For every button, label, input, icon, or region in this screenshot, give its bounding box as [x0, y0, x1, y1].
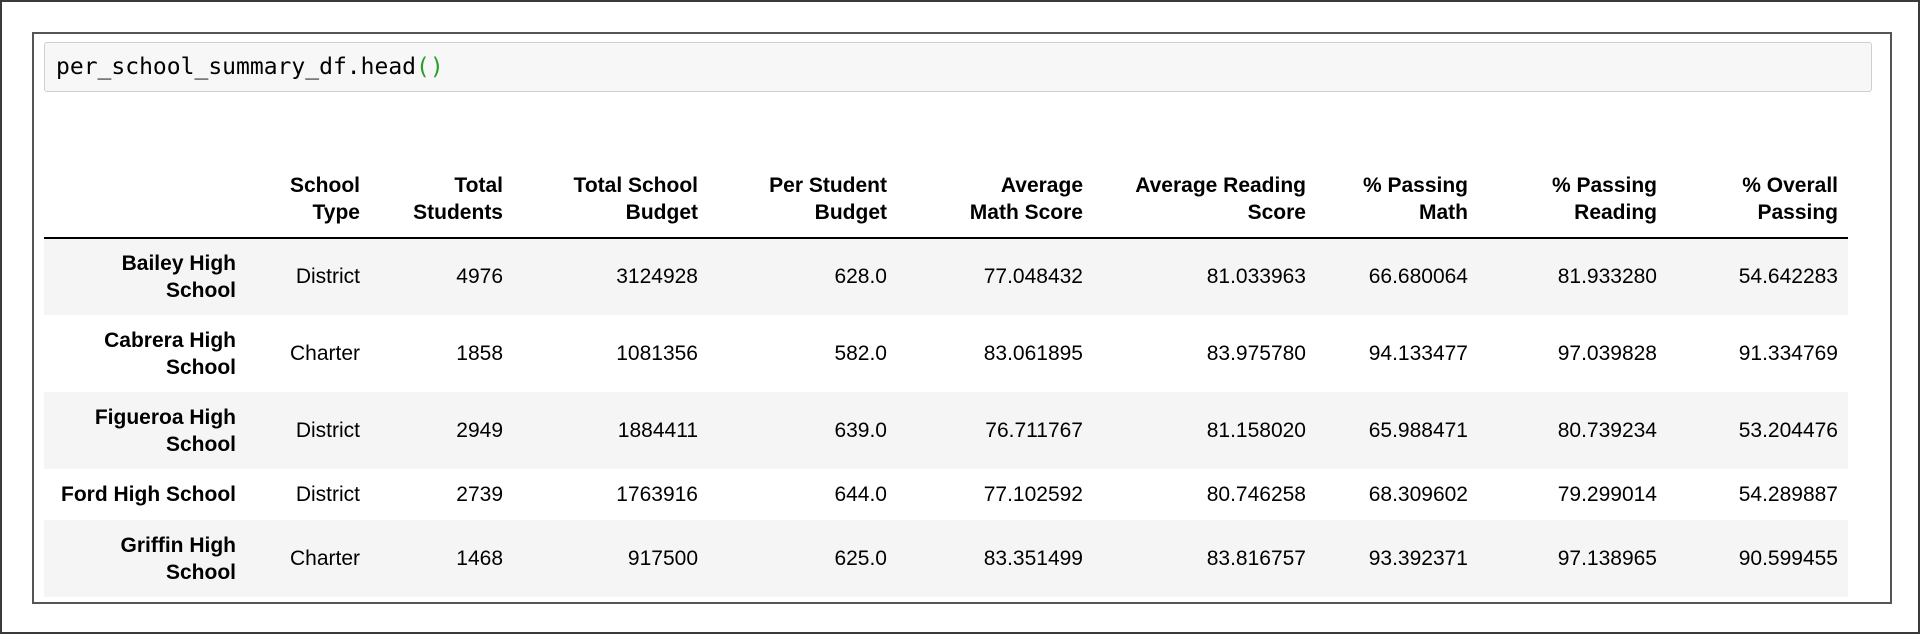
- cell-overall-passing: 54.289887: [1738, 482, 1838, 506]
- cell-total-school-budget: 1763916: [616, 482, 698, 506]
- cell-per-student-budget: 639.0: [834, 418, 887, 442]
- column-header-total-school-budget: Total School Budget: [513, 132, 708, 239]
- code-call-parens: (): [416, 54, 444, 80]
- cell-school-type: District: [295, 265, 360, 288]
- cell-average-math-score: 83.351499: [983, 546, 1083, 570]
- table-row: Cabrera High School Charter 1858 1081356…: [44, 315, 1848, 392]
- column-header-school-type: School Type: [246, 132, 370, 239]
- column-header-overall-passing: % Overall Passing: [1667, 132, 1848, 239]
- row-index-label: Bailey High School: [121, 252, 236, 302]
- cell-average-reading-score: 83.816757: [1206, 546, 1306, 570]
- cell-total-students: 1468: [456, 546, 503, 570]
- column-header-passing-reading: % Passing Reading: [1478, 132, 1667, 239]
- cell-total-students: 2739: [456, 482, 503, 506]
- column-header-average-math-score: Average Math Score: [897, 132, 1093, 239]
- column-header-index: [44, 132, 246, 239]
- cell-overall-passing: 91.334769: [1738, 341, 1838, 365]
- cell-overall-passing: 53.204476: [1738, 418, 1838, 442]
- cell-average-reading-score: 81.158020: [1206, 418, 1306, 442]
- notebook-cell: per_school_summary_df.head() School Type: [32, 32, 1892, 604]
- cell-passing-reading: 79.299014: [1557, 482, 1657, 506]
- table-row: Figueroa High School District 2949 18844…: [44, 392, 1848, 469]
- cell-total-students: 1858: [456, 341, 503, 365]
- dataframe-output-table: School Type Total Students Total School …: [44, 132, 1848, 597]
- column-header-per-student-budget: Per Student Budget: [708, 132, 897, 239]
- cell-passing-reading: 97.039828: [1557, 341, 1657, 365]
- cell-per-student-budget: 644.0: [834, 482, 887, 506]
- column-header-passing-math: % Passing Math: [1316, 132, 1478, 239]
- table-row: Bailey High School District 4976 3124928…: [44, 238, 1848, 315]
- table-row: Ford High School District 2739 1763916 6…: [44, 469, 1848, 520]
- cell-average-reading-score: 83.975780: [1206, 341, 1306, 365]
- cell-passing-reading: 97.138965: [1557, 546, 1657, 570]
- code-expression: per_school_summary_df.head: [56, 54, 417, 80]
- cell-average-math-score: 76.711767: [985, 418, 1083, 442]
- row-index-label: Figueroa High School: [94, 405, 236, 456]
- cell-passing-math: 66.680064: [1368, 265, 1468, 288]
- column-header-total-students: Total Students: [370, 132, 513, 239]
- row-index-label: Griffin High School: [120, 533, 236, 584]
- code-line: per_school_summary_df.head(): [56, 43, 444, 91]
- row-index-label: Cabrera High School: [104, 328, 236, 379]
- cell-total-school-budget: 1884411: [617, 418, 698, 442]
- cell-per-student-budget: 628.0: [834, 265, 887, 288]
- cell-average-math-score: 77.048432: [983, 265, 1083, 288]
- cell-per-student-budget: 582.0: [834, 341, 887, 365]
- cell-overall-passing: 90.599455: [1738, 546, 1838, 570]
- table-header-row: School Type Total Students Total School …: [44, 132, 1848, 239]
- cell-total-students: 4976: [456, 265, 503, 288]
- cell-school-type: Charter: [289, 341, 360, 365]
- cell-school-type: District: [295, 418, 360, 442]
- cell-average-math-score: 83.061895: [983, 341, 1083, 365]
- cell-total-students: 2949: [456, 418, 503, 442]
- cell-overall-passing: 54.642283: [1738, 265, 1838, 288]
- cell-passing-math: 68.309602: [1368, 482, 1468, 506]
- cell-per-student-budget: 625.0: [834, 546, 887, 570]
- cell-school-type: Charter: [289, 546, 360, 570]
- cell-average-reading-score: 80.746258: [1206, 482, 1306, 506]
- cell-passing-math: 65.988471: [1368, 418, 1468, 442]
- row-index-label: Ford High School: [61, 483, 236, 506]
- table-row: Griffin High School Charter 1468 917500 …: [44, 520, 1848, 597]
- cell-average-reading-score: 81.033963: [1206, 265, 1306, 288]
- column-header-average-reading-score: Average Reading Score: [1093, 132, 1316, 239]
- cell-total-school-budget: 917500: [627, 546, 698, 570]
- cell-total-school-budget: 3124928: [616, 265, 698, 288]
- code-input-cell[interactable]: per_school_summary_df.head(): [44, 42, 1872, 92]
- cell-total-school-budget: 1081356: [616, 341, 698, 365]
- cell-passing-math: 93.392371: [1368, 546, 1468, 570]
- cell-passing-reading: 80.739234: [1557, 418, 1657, 442]
- cell-average-math-score: 77.102592: [983, 482, 1083, 506]
- cell-school-type: District: [295, 482, 360, 506]
- cell-passing-reading: 81.933280: [1557, 265, 1657, 288]
- cell-passing-math: 94.133477: [1368, 341, 1468, 365]
